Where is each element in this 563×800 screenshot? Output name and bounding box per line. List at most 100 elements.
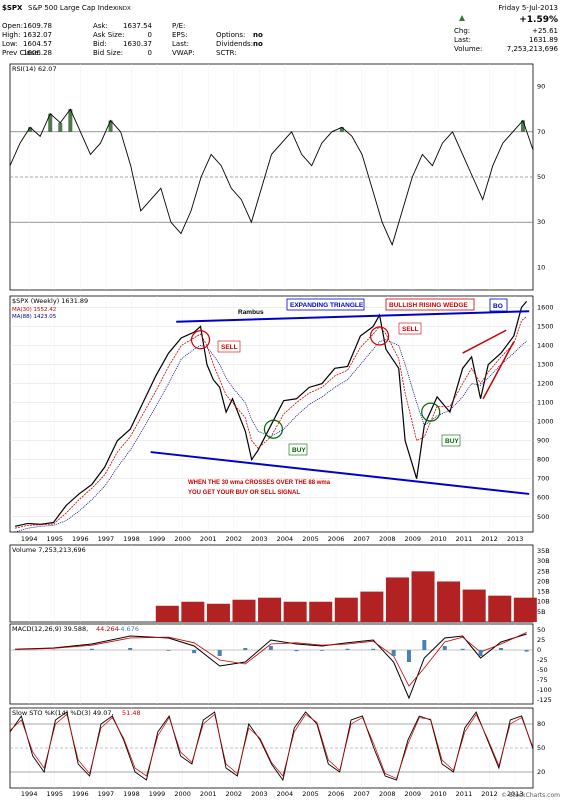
eps-label: EPS:	[172, 31, 187, 39]
bottom-x-tick-label: 2013	[507, 790, 524, 798]
price-tick-label: 1000	[537, 418, 554, 426]
options-value: no	[253, 31, 263, 39]
sell-box-1	[217, 340, 241, 353]
macd-hist-value: -4.676	[118, 625, 139, 633]
panel-frame-macd	[9, 623, 534, 705]
bo-box	[489, 298, 508, 312]
high-value: 1632.07	[23, 31, 52, 39]
price-tick-label: 700	[537, 475, 549, 483]
bid-size-label: Bid Size:	[93, 49, 123, 57]
macd-tick-label: 25	[537, 636, 545, 644]
bottom-x-tick-label: 1999	[149, 790, 166, 798]
macd-signal-value: 44.264	[96, 625, 119, 633]
volume-bar	[488, 595, 512, 622]
volume-bar	[385, 577, 409, 622]
watermark: © StockCharts.com	[501, 792, 560, 799]
volume-bar	[360, 591, 384, 622]
volume-bar	[309, 601, 333, 622]
chart-labels: 1030507090500600700800900100011001200130…	[21, 83, 554, 798]
ask-size-label: Ask Size:	[93, 31, 124, 39]
bottom-x-tick-label: 2009	[405, 790, 422, 798]
annotation-sell-1: SELL	[221, 344, 238, 351]
bottom-x-tick-label: 2006	[328, 790, 345, 798]
high-label: High:	[2, 31, 20, 39]
price-x-tick-label: 2013	[507, 535, 524, 543]
sto-tick-label: 50	[537, 744, 545, 752]
buy-box-1	[288, 443, 308, 456]
price-legend-price: $SPX (Weekly) 1631.89	[12, 297, 88, 305]
price-x-tick-label: 2008	[379, 535, 396, 543]
pe-label: P/E:	[172, 22, 185, 30]
macd-tick-label: 50	[537, 626, 545, 634]
volume-tick-label: 25B	[537, 567, 550, 575]
price-x-tick-label: 1995	[46, 535, 63, 543]
buy-circle	[421, 402, 441, 422]
bottom-x-tick-label: 2005	[302, 790, 319, 798]
bid-value: 1630.37	[123, 40, 152, 48]
bottom-x-tick-label: 1998	[123, 790, 140, 798]
low-label: Low:	[2, 40, 18, 48]
rising-wedge-box	[385, 298, 475, 311]
annotation-cross-line1: WHEN THE 30 wma CROSSES OVER THE 88 wma	[188, 480, 331, 486]
volume-bar	[411, 571, 435, 622]
macd-tick-label: 0	[537, 646, 541, 654]
chg-value: +25.61	[532, 27, 558, 35]
annotation-buy-2: BUY	[445, 438, 459, 445]
volume-bar	[462, 589, 486, 622]
grid-lines	[10, 64, 533, 788]
price-x-tick-label: 1999	[149, 535, 166, 543]
bottom-x-tick-label: 1997	[98, 790, 115, 798]
macd-title: MACD(12,26,9) 39.588,	[12, 625, 88, 633]
bottom-x-tick-label: 2004	[277, 790, 294, 798]
volume-bar	[155, 605, 179, 622]
sto-tick-label: 80	[537, 720, 545, 728]
up-arrow-icon	[459, 15, 465, 21]
price-x-tick-label: 2010	[430, 535, 447, 543]
macd-signal-line	[15, 632, 527, 687]
price-x-tick-label: 2000	[174, 535, 191, 543]
rsi-overbought-fill	[520, 120, 525, 132]
rsi-tick-label: 10	[537, 263, 545, 271]
price-x-tick-label: 2002	[226, 535, 243, 543]
price-x-tick-label: 2001	[200, 535, 217, 543]
macd-histogram-bar	[478, 650, 483, 656]
price-tick-label: 500	[537, 513, 549, 521]
volume-tick-label: 10B	[537, 598, 550, 606]
bottom-x-tick-label: 2010	[430, 790, 447, 798]
macd-histogram-bar	[422, 640, 427, 650]
date: Friday 5-Jul-2013	[498, 4, 558, 12]
price-tick-label: 600	[537, 494, 549, 502]
price-tick-label: 900	[537, 437, 549, 445]
bottom-x-tick-label: 1994	[21, 790, 38, 798]
ask-label: Ask:	[93, 22, 108, 30]
rsi-overbought-fill	[339, 127, 344, 132]
rsi-tick-label: 90	[537, 83, 545, 91]
macd-histogram-bar	[499, 648, 504, 650]
volume-tick-label: 5B	[537, 608, 546, 616]
prev-close-label: Prev Close:	[2, 49, 41, 57]
ask-size-value: 0	[148, 31, 152, 39]
macd-histogram-bar	[345, 648, 350, 650]
macd-histogram-bar	[406, 650, 411, 662]
rsi-overbought-fill	[58, 122, 63, 132]
sto-d-line	[9, 713, 534, 779]
dividends-value: no	[253, 40, 263, 48]
volume-value: 7,253,213,696	[507, 45, 559, 53]
volume-bar	[258, 597, 282, 622]
volume-tick-label: 20B	[537, 577, 550, 585]
volume-tick-label: 30B	[537, 557, 550, 565]
annotation-cross-line2: YOU GET YOUR BUY OR SELL SIGNAL	[188, 490, 300, 496]
sell-box-2	[398, 322, 422, 335]
volume-title: Volume 7,253,213,696	[12, 546, 86, 554]
rsi-tick-label: 70	[537, 128, 545, 136]
price-series-line	[14, 300, 528, 527]
annotation-buy-1: BUY	[292, 447, 306, 454]
macd-histogram-bar	[268, 646, 273, 650]
trendline-upper	[176, 310, 530, 323]
macd-tick-label: -100	[537, 686, 552, 694]
last-label: Last:	[454, 36, 471, 44]
panel-frames	[9, 63, 534, 789]
annotation-expanding-triangle: EXPANDING TRIANGLE	[290, 302, 364, 309]
rsi-overbought-fill	[108, 120, 113, 132]
